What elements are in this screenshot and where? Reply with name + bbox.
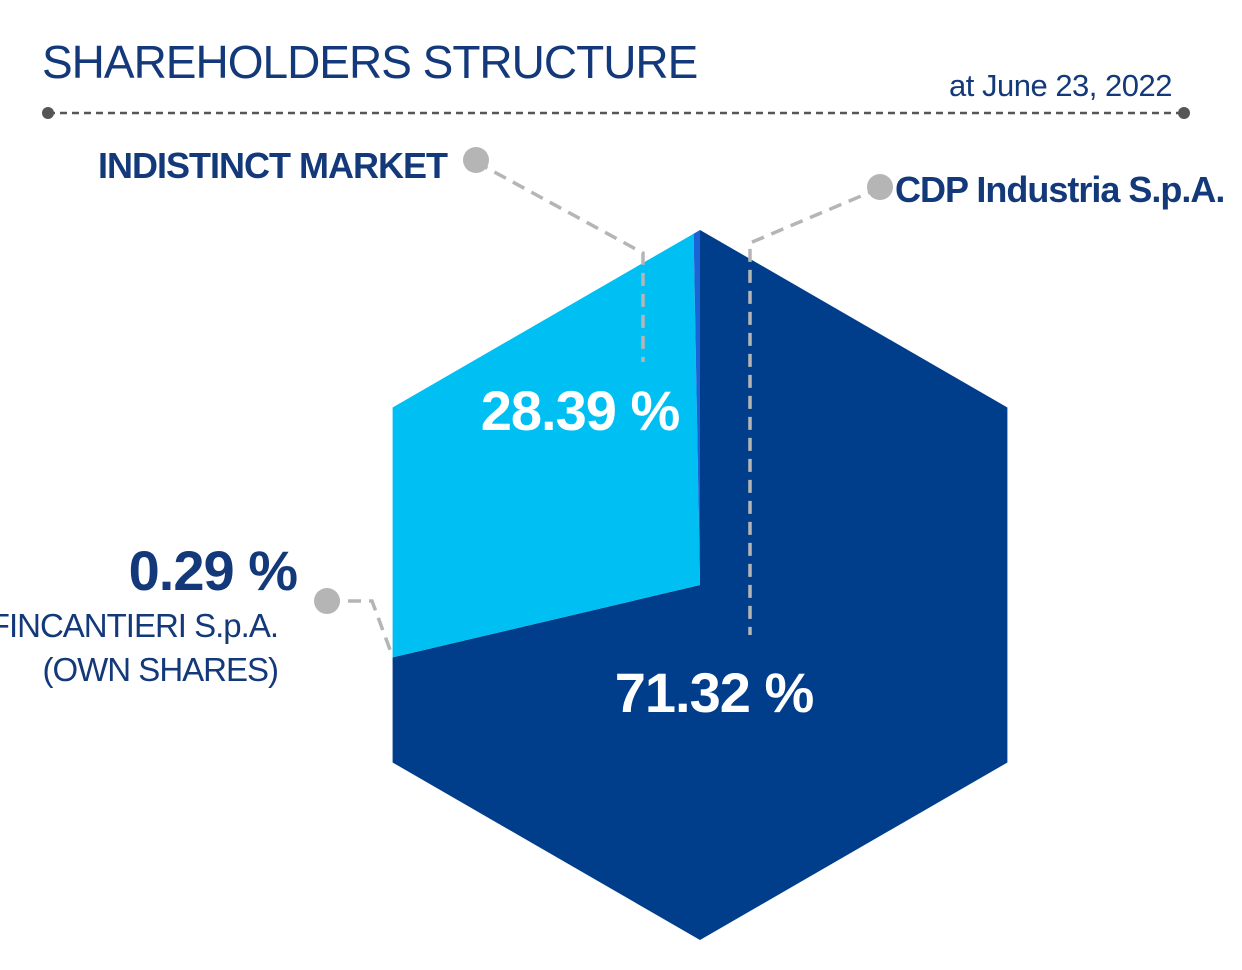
header-rule-right-dot: [1178, 107, 1190, 119]
slice-indistinct-market: [392, 233, 700, 658]
leader-lines: [314, 147, 893, 656]
label-indistinct-market: INDISTINCT MARKET: [98, 145, 448, 186]
chart-date: at June 23, 2022: [949, 68, 1172, 103]
label-fincantieri-line2: (OWN SHARES): [43, 651, 279, 688]
hexagon-slices: [392, 230, 1008, 940]
slice-fincantieri-own-shares: [693, 230, 700, 585]
leader-dot-fincantieri: [314, 588, 340, 614]
leader-dot-indistinct-market: [463, 147, 489, 173]
value-label-fincantieri: 0.29 %: [129, 539, 298, 602]
value-label-cdp: 71.32 %: [615, 661, 814, 724]
value-label-indistinct-market: 28.39 %: [481, 379, 680, 442]
leader-cdp: [748, 186, 881, 635]
label-cdp: CDP Industria S.p.A.: [895, 169, 1224, 210]
header-rule-left-dot: [42, 107, 54, 119]
label-fincantieri-line1: FINCANTIERI S.p.A.: [0, 607, 278, 644]
leader-indistinct-market: [475, 160, 645, 362]
leader-dot-cdp: [867, 174, 893, 200]
leader-fincantieri: [327, 599, 394, 656]
chart-title: SHAREHOLDERS STRUCTURE: [42, 36, 697, 88]
